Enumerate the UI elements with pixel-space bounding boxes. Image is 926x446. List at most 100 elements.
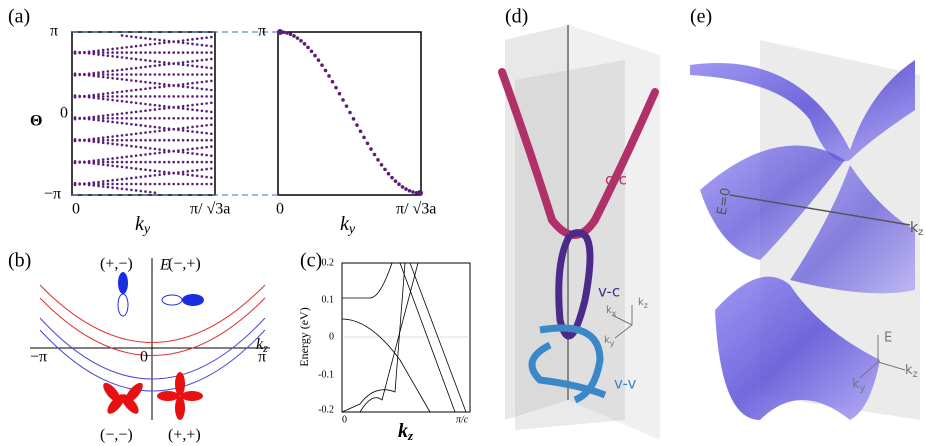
dot [116,55,119,59]
dot [106,179,110,183]
dot [139,124,143,127]
dot [116,138,119,142]
dot [139,58,143,61]
dot [167,128,171,132]
y-tick-label: -0.1 [318,369,334,380]
dot [404,187,408,191]
dot [106,120,110,123]
dot [101,182,105,186]
dot [362,135,366,140]
axis-label: E [159,257,170,274]
dot [172,106,175,109]
panel-label: (a) [8,6,30,28]
x-tick-label: π [258,349,266,366]
dot [158,63,161,67]
dot [83,161,86,164]
x-tick-label: π/ √3a [190,201,230,218]
dot [210,145,213,148]
dot [139,117,143,120]
dot [210,160,213,164]
panel-label: (c) [300,250,322,272]
axis-label: kz [638,297,648,310]
dot [181,41,185,45]
quadrant-label: (−,+) [168,256,201,273]
panel-label: (b) [8,250,31,272]
dot [295,36,300,40]
dot [116,47,119,50]
dot [205,123,208,127]
dot [153,173,157,177]
dot [191,59,194,63]
dot [200,36,204,40]
dot [130,182,133,186]
dot [153,73,157,76]
dot [134,117,138,120]
dot [106,73,110,76]
dot [205,80,208,83]
dot [83,51,86,55]
band-label: v-v [614,375,636,393]
dot [97,118,100,122]
dot [130,138,133,142]
dot [101,163,105,166]
dot [181,73,185,76]
dot [167,138,171,142]
dot [205,131,208,135]
dot [101,51,105,54]
dot [73,94,77,97]
dot [153,182,157,186]
dot [210,66,213,70]
dot [210,123,213,127]
dot [172,149,175,153]
dot [148,168,152,172]
dot [191,103,194,107]
dot [163,39,166,42]
dot [116,77,119,81]
dot [172,73,175,76]
dot [148,43,152,46]
dot [111,160,114,164]
dot [205,102,208,105]
dot [134,88,138,92]
dot [120,187,124,191]
dot [101,138,105,142]
dot [153,117,157,120]
dot [191,117,194,120]
dot [181,151,185,154]
dot [365,141,370,146]
dot [163,170,166,174]
dot [101,158,105,161]
dot [78,116,81,120]
dot [87,117,91,121]
dot [200,153,204,156]
dot [134,154,138,157]
dot [148,103,152,106]
dot [302,42,307,46]
band-tube [528,324,607,404]
dot [144,80,147,84]
dot [390,175,394,180]
dot [101,73,105,76]
dot [200,109,204,113]
dot [125,182,128,186]
dot [144,168,147,171]
dot [167,106,171,110]
dot [134,79,138,83]
dot [205,66,208,69]
dot [148,81,152,84]
dot [134,110,138,114]
dot [139,95,143,98]
dot [148,95,152,98]
dot [379,162,384,167]
dot [106,141,110,145]
dot [158,60,161,64]
dot [200,138,204,142]
dot [153,60,157,63]
dot [210,176,213,179]
dot [139,80,143,83]
dot [106,98,110,101]
dot [111,182,114,186]
dot [195,130,199,134]
dot [130,111,133,114]
dot [172,51,175,54]
